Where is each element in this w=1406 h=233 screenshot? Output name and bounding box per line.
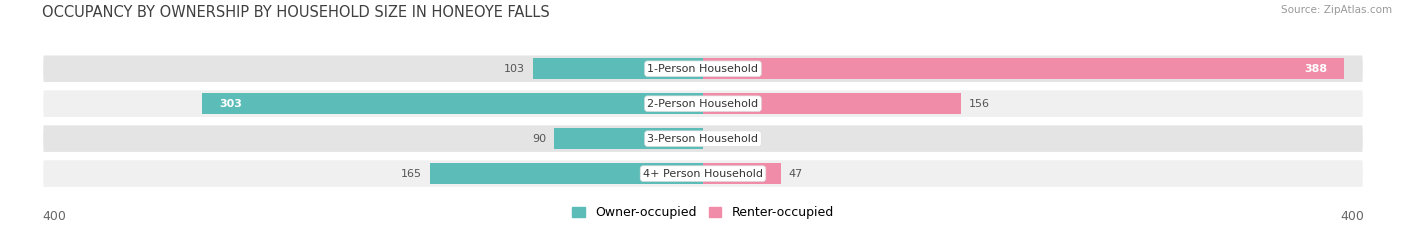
Bar bbox=[430, 163, 703, 184]
Text: 90: 90 bbox=[531, 134, 546, 144]
Text: 3-Person Household: 3-Person Household bbox=[648, 134, 758, 144]
Bar bbox=[533, 58, 703, 79]
Bar bbox=[703, 93, 960, 114]
Text: 303: 303 bbox=[219, 99, 242, 109]
Text: 165: 165 bbox=[401, 169, 422, 178]
Bar bbox=[202, 93, 703, 114]
Text: Source: ZipAtlas.com: Source: ZipAtlas.com bbox=[1281, 5, 1392, 15]
Text: 47: 47 bbox=[789, 169, 803, 178]
FancyBboxPatch shape bbox=[42, 159, 1364, 188]
Text: 4+ Person Household: 4+ Person Household bbox=[643, 169, 763, 178]
Text: 2-Person Household: 2-Person Household bbox=[647, 99, 759, 109]
Bar bbox=[554, 128, 703, 149]
Text: 156: 156 bbox=[969, 99, 990, 109]
Text: 103: 103 bbox=[503, 64, 524, 74]
FancyBboxPatch shape bbox=[42, 124, 1364, 153]
Bar bbox=[703, 58, 1344, 79]
FancyBboxPatch shape bbox=[42, 54, 1364, 83]
Text: 388: 388 bbox=[1305, 64, 1327, 74]
Text: 400: 400 bbox=[42, 210, 66, 223]
Bar bbox=[703, 163, 780, 184]
FancyBboxPatch shape bbox=[42, 89, 1364, 118]
Legend: Owner-occupied, Renter-occupied: Owner-occupied, Renter-occupied bbox=[568, 201, 838, 224]
Text: 400: 400 bbox=[1340, 210, 1364, 223]
Text: 0: 0 bbox=[711, 134, 718, 144]
Text: OCCUPANCY BY OWNERSHIP BY HOUSEHOLD SIZE IN HONEOYE FALLS: OCCUPANCY BY OWNERSHIP BY HOUSEHOLD SIZE… bbox=[42, 5, 550, 20]
Text: 1-Person Household: 1-Person Household bbox=[648, 64, 758, 74]
